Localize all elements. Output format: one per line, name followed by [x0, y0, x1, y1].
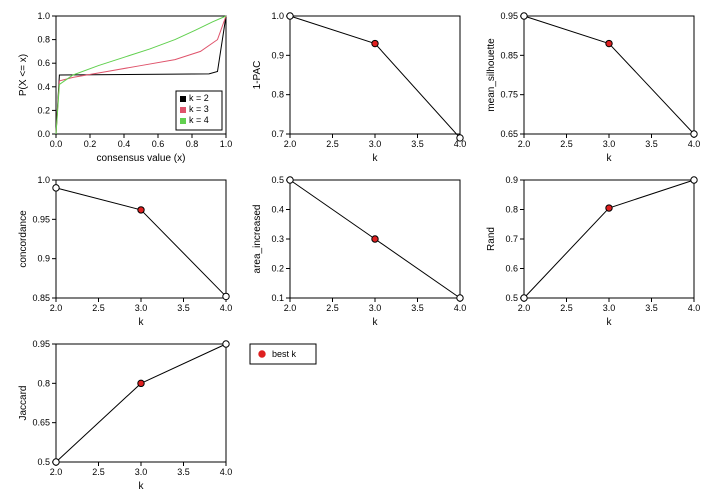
- svg-text:k = 3: k = 3: [189, 104, 209, 114]
- svg-text:4.0: 4.0: [688, 303, 701, 313]
- svg-text:k = 4: k = 4: [189, 115, 209, 125]
- panel-empty: [476, 336, 706, 496]
- svg-text:2.5: 2.5: [92, 303, 105, 313]
- svg-text:k = 2: k = 2: [189, 93, 209, 103]
- svg-text:1.0: 1.0: [220, 139, 233, 149]
- svg-text:3.5: 3.5: [177, 303, 190, 313]
- svg-text:2.5: 2.5: [560, 303, 573, 313]
- svg-text:0.4: 0.4: [37, 82, 50, 92]
- svg-text:0.2: 0.2: [37, 105, 50, 115]
- svg-text:4.0: 4.0: [220, 303, 233, 313]
- svg-text:3.5: 3.5: [411, 303, 424, 313]
- svg-text:0.2: 0.2: [271, 264, 284, 274]
- svg-text:0.8: 0.8: [271, 90, 284, 100]
- svg-text:0.8: 0.8: [37, 378, 50, 388]
- svg-text:2.5: 2.5: [92, 467, 105, 477]
- panel-bestk-legend: best k: [242, 336, 472, 496]
- svg-text:0.9: 0.9: [505, 175, 518, 185]
- svg-text:0.5: 0.5: [505, 293, 518, 303]
- svg-text:1.0: 1.0: [37, 175, 50, 185]
- svg-text:0.65: 0.65: [500, 129, 518, 139]
- svg-text:3.0: 3.0: [135, 303, 148, 313]
- svg-text:0.6: 0.6: [37, 58, 50, 68]
- svg-text:Rand: Rand: [486, 227, 497, 251]
- svg-text:4.0: 4.0: [688, 139, 701, 149]
- svg-text:k: k: [373, 153, 379, 164]
- panel-concordance: 2.0 2.5 3.0 3.5 4.0 0.85 0.9 0.95 1.0 k concordanc…: [8, 172, 238, 332]
- svg-text:area_increased: area_increased: [252, 205, 263, 274]
- svg-text:3.0: 3.0: [135, 467, 148, 477]
- svg-text:0.4: 0.4: [271, 205, 284, 215]
- svg-text:0.95: 0.95: [500, 11, 518, 21]
- svg-text:0.9: 0.9: [37, 254, 50, 264]
- svg-text:consensus value (x): consensus value (x): [97, 153, 186, 164]
- svg-text:k: k: [139, 481, 145, 492]
- svg-text:k: k: [607, 317, 613, 328]
- panel-cdf: 0.0 0.2 0.4 0.6 0.8 1.0 0.0 0.2 0.4 0.6 0.8 1.0 cons…: [8, 8, 238, 168]
- svg-text:0.8: 0.8: [186, 139, 199, 149]
- svg-text:0.8: 0.8: [37, 35, 50, 45]
- panel-jaccard: 2.0 2.5 3.0 3.5 4.0 0.5 0.65 0.8 0.95 k Jaccard: [8, 336, 238, 496]
- svg-text:0.6: 0.6: [152, 139, 165, 149]
- svg-text:3.5: 3.5: [177, 467, 190, 477]
- svg-text:k: k: [139, 317, 145, 328]
- svg-text:Jaccard: Jaccard: [18, 385, 29, 420]
- svg-text:k: k: [607, 153, 613, 164]
- svg-text:P(X <= x): P(X <= x): [18, 54, 29, 96]
- panel-1-pac: 2.02.53.03.54.00.70.80.91.0k1-PAC: [242, 8, 472, 168]
- svg-text:0.85: 0.85: [500, 50, 518, 60]
- svg-text:0.1: 0.1: [271, 293, 284, 303]
- svg-text:2.0: 2.0: [518, 139, 531, 149]
- svg-text:0.4: 0.4: [118, 139, 131, 149]
- svg-text:2.0: 2.0: [50, 303, 63, 313]
- svg-text:3.0: 3.0: [369, 303, 382, 313]
- svg-text:0.9: 0.9: [271, 50, 284, 60]
- svg-text:0.3: 0.3: [271, 234, 284, 244]
- svg-text:concordance: concordance: [18, 210, 29, 268]
- chart-grid: 0.0 0.2 0.4 0.6 0.8 1.0 0.0 0.2 0.4 0.6 0.8 1.0 cons…: [8, 8, 720, 496]
- svg-text:0.5: 0.5: [271, 175, 284, 185]
- svg-text:0.8: 0.8: [505, 205, 518, 215]
- svg-text:3.5: 3.5: [645, 139, 658, 149]
- svg-text:2.0: 2.0: [50, 467, 63, 477]
- svg-text:2.0: 2.0: [284, 139, 297, 149]
- svg-text:3.0: 3.0: [603, 303, 616, 313]
- svg-text:0.2: 0.2: [84, 139, 97, 149]
- svg-text:4.0: 4.0: [454, 303, 467, 313]
- svg-text:mean_silhouette: mean_silhouette: [486, 38, 497, 112]
- svg-text:4.0: 4.0: [220, 467, 233, 477]
- svg-text:2.5: 2.5: [560, 139, 573, 149]
- svg-text:0.5: 0.5: [37, 457, 50, 467]
- svg-text:0.0: 0.0: [50, 139, 63, 149]
- svg-text:3.0: 3.0: [369, 139, 382, 149]
- svg-text:2.5: 2.5: [326, 303, 339, 313]
- svg-text:1.0: 1.0: [37, 11, 50, 21]
- panel-rand: 2.0 2.5 3.0 3.5 4.0 0.5 0.6 0.7 0.8 0.9 k Rand: [476, 172, 706, 332]
- svg-text:2.0: 2.0: [284, 303, 297, 313]
- svg-text:best k: best k: [272, 349, 297, 359]
- panel-area-increased: 2.0 2.5 3.0 3.5 4.0 0.1 0.2 0.3 0.4 0.5 k area_incr…: [242, 172, 472, 332]
- svg-text:1-PAC: 1-PAC: [252, 61, 263, 90]
- svg-text:2.0: 2.0: [518, 303, 531, 313]
- svg-text:1.0: 1.0: [271, 11, 284, 21]
- svg-text:0.6: 0.6: [505, 264, 518, 274]
- svg-text:3.0: 3.0: [603, 139, 616, 149]
- svg-text:0.75: 0.75: [500, 90, 518, 100]
- svg-text:3.5: 3.5: [645, 303, 658, 313]
- svg-text:2.5: 2.5: [326, 139, 339, 149]
- svg-text:k: k: [373, 317, 379, 328]
- svg-text:0.7: 0.7: [505, 234, 518, 244]
- svg-text:0.65: 0.65: [32, 418, 50, 428]
- svg-text:3.5: 3.5: [411, 139, 424, 149]
- svg-text:0.95: 0.95: [32, 339, 50, 349]
- panel-mean-silhouette: 2.0 2.5 3.0 3.5 4.0 0.65 0.75 0.85 0.95 k mean_sil…: [476, 8, 706, 168]
- svg-text:0.95: 0.95: [32, 214, 50, 224]
- svg-text:0.0: 0.0: [37, 129, 50, 139]
- svg-text:0.7: 0.7: [271, 129, 284, 139]
- svg-text:0.85: 0.85: [32, 293, 50, 303]
